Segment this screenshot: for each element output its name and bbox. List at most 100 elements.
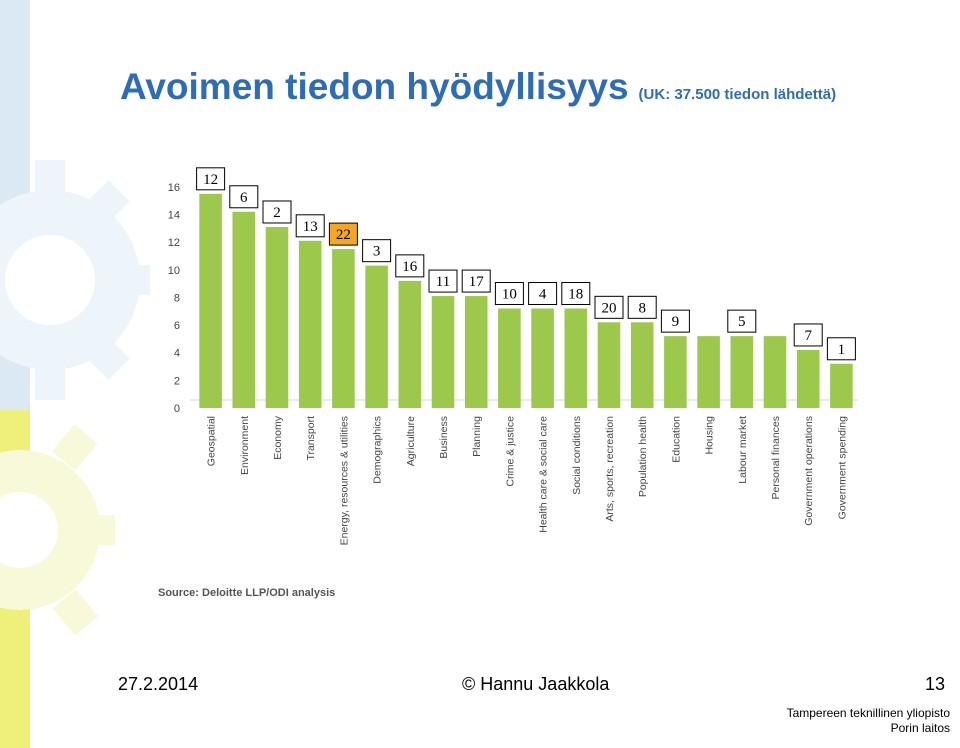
x-tick-label: Transport — [305, 416, 317, 461]
y-tick-label: 16 — [168, 182, 180, 194]
title-subtitle: (UK: 37.500 tiedon lähdettä) — [638, 86, 837, 103]
svg-text:16: 16 — [402, 259, 418, 275]
y-axis-ticks: 0 2 4 6 8 10 12 14 16 — [168, 182, 180, 415]
y-tick-label: 8 — [174, 292, 180, 304]
x-axis-labels: Geospatial Environment Economy Transport Ene… — [206, 415, 849, 545]
bar — [830, 363, 853, 408]
org-line-1: Tampereen teknillinen yliopisto — [786, 706, 950, 720]
bar — [730, 336, 754, 408]
x-tick-label: Housing — [704, 416, 716, 455]
x-tick-label: Economy — [272, 415, 284, 460]
rank-label: 4 — [528, 282, 558, 306]
x-tick-label: Demographics — [372, 416, 384, 484]
rank-label: 6 — [229, 185, 259, 209]
rank-label: 13 — [295, 214, 325, 238]
rank-label: 2 — [262, 200, 292, 224]
title-text: Avoimen tiedon hyödyllisyys — [120, 66, 629, 107]
svg-text:22: 22 — [336, 227, 351, 243]
bar — [796, 349, 820, 408]
bar — [431, 296, 455, 408]
x-tick-label: Personal finances — [770, 416, 782, 499]
bar — [232, 211, 256, 408]
bar — [498, 308, 521, 408]
svg-text:20: 20 — [602, 300, 617, 316]
y-tick-label: 6 — [174, 320, 180, 332]
svg-text:17: 17 — [469, 274, 485, 290]
x-tick-label: Environment — [239, 416, 251, 475]
svg-text:10: 10 — [502, 287, 517, 303]
x-tick-label: Arts, sports, recreation — [604, 416, 616, 522]
svg-text:3: 3 — [373, 244, 381, 260]
svg-text:4: 4 — [539, 287, 547, 303]
x-tick-label: Labour market — [737, 416, 749, 484]
organization: Tampereen teknillinen yliopisto Porin la… — [787, 706, 950, 736]
svg-text:12: 12 — [203, 172, 218, 188]
x-tick-label: Government spending — [836, 416, 848, 519]
x-tick-label: Business — [438, 416, 450, 459]
rank-label: 17 — [461, 269, 491, 293]
rank-label: 22 — [328, 222, 358, 246]
y-tick-label: 14 — [168, 210, 180, 222]
source-note: Source: Deloitte LLP/ODI analysis — [158, 587, 335, 599]
rank-label: 1 — [826, 337, 856, 361]
bar — [664, 336, 687, 408]
footer-author: © Hannu Jaakkola — [462, 674, 610, 694]
rank-label: 12 — [196, 167, 226, 191]
svg-text:13: 13 — [303, 219, 318, 235]
rank-label: 11 — [428, 269, 458, 293]
rank-label: 7 — [793, 323, 823, 347]
gear-watermark-lower — [0, 424, 115, 636]
x-tick-label: Health care & social care — [538, 416, 550, 533]
rank-label: 9 — [660, 309, 690, 333]
rank-label: 5 — [727, 309, 757, 333]
y-tick-label: 10 — [168, 265, 180, 277]
rank-label: 16 — [395, 254, 425, 278]
x-tick-label: Crime & justice — [504, 416, 516, 487]
bar — [763, 336, 787, 408]
x-tick-label: Energy, resources & utilities — [338, 416, 350, 545]
x-tick-label: Agriculture — [405, 416, 417, 466]
svg-text:8: 8 — [638, 300, 646, 316]
x-tick-label: Education — [670, 416, 682, 463]
x-tick-label: Geospatial — [206, 416, 218, 466]
x-tick-label: Social conditions — [571, 416, 583, 495]
page-number: 13 — [925, 674, 946, 694]
gear-watermark — [0, 160, 150, 400]
bar — [365, 265, 388, 408]
svg-text:18: 18 — [568, 287, 583, 303]
svg-text:5: 5 — [738, 314, 746, 330]
bar — [564, 308, 588, 408]
svg-text:11: 11 — [436, 274, 450, 290]
bars-group — [199, 193, 853, 408]
x-tick-label: Population health — [637, 416, 649, 497]
bar — [332, 249, 355, 408]
bar — [630, 322, 654, 408]
y-tick-label: 2 — [174, 375, 180, 387]
bar — [464, 296, 488, 408]
rank-label: 20 — [594, 295, 624, 319]
rank-label: 10 — [494, 282, 524, 306]
bar — [199, 193, 222, 408]
svg-text:2: 2 — [273, 205, 281, 221]
x-tick-label: Planning — [471, 416, 483, 457]
bar — [531, 308, 554, 408]
bar — [398, 280, 422, 408]
bar — [597, 322, 621, 408]
bar — [265, 226, 289, 408]
rank-labels-group: 12 6 2 13 22 3 16 11 17 10 4 18 20 8 9 5 7 1 — [196, 167, 856, 361]
footer-date: 27.2.2014 — [118, 674, 199, 694]
rank-label: 8 — [627, 295, 657, 319]
x-tick-label: Government operations — [803, 416, 815, 526]
rank-label: 3 — [362, 239, 392, 263]
bar — [697, 336, 720, 408]
svg-text:1: 1 — [838, 342, 846, 358]
slide-title: Avoimen tiedon hyödyllisyys (UK: 37.500 t… — [120, 66, 836, 108]
org-line-2: Porin laitos — [890, 721, 950, 735]
svg-text:6: 6 — [240, 190, 248, 206]
y-tick-label: 12 — [168, 237, 180, 249]
svg-text:9: 9 — [672, 314, 680, 330]
y-tick-label: 4 — [174, 348, 180, 360]
bar — [298, 240, 322, 408]
svg-text:7: 7 — [804, 328, 812, 344]
